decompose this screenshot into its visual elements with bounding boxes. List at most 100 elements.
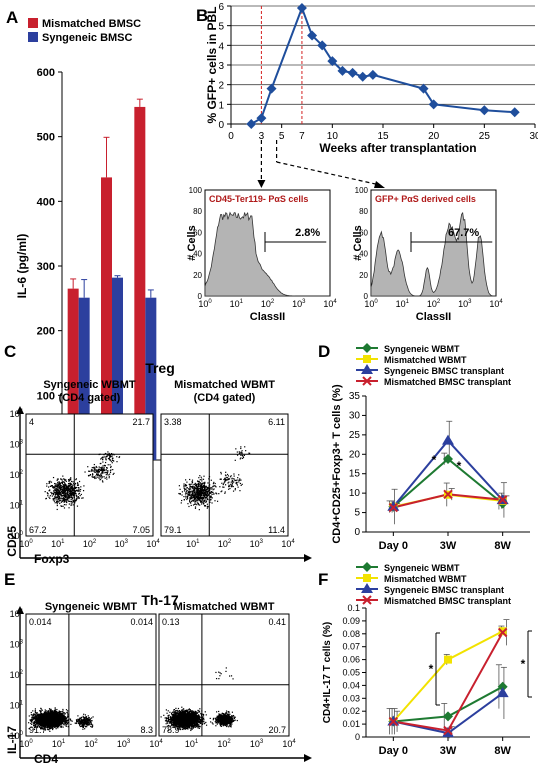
event-dot: [50, 715, 52, 718]
event-dot: [84, 471, 86, 473]
event-dot: [38, 724, 40, 726]
event-dot: [53, 500, 55, 502]
event-dot: [190, 488, 192, 490]
event-dot: [78, 480, 81, 483]
event-dot: [88, 716, 90, 719]
event-dot: [202, 500, 205, 502]
event-dot: [89, 722, 91, 724]
event-dot: [52, 490, 55, 492]
event-dot: [42, 721, 44, 723]
event-dot: [68, 507, 70, 509]
event-dot: [55, 717, 57, 719]
event-dot: [53, 499, 55, 501]
event-dot: [201, 478, 203, 480]
plot-label: Mismatched WBMT: [174, 379, 275, 391]
event-dot: [71, 489, 74, 491]
event-dot: [241, 450, 243, 452]
event-dot: [225, 479, 227, 481]
event-dot: [243, 454, 246, 456]
event-dot: [57, 725, 60, 727]
event-dot: [42, 717, 44, 720]
event-dot: [60, 491, 62, 494]
y-tick-label: 20: [349, 449, 361, 460]
event-dot: [240, 446, 242, 448]
event-dot: [202, 486, 204, 488]
event-dot: [66, 716, 68, 719]
event-dot: [235, 481, 238, 484]
event-dot: [60, 498, 62, 500]
event-dot: [78, 719, 81, 721]
event-dot: [198, 483, 200, 485]
event-dot: [55, 725, 57, 727]
event-dot: [193, 497, 195, 500]
event-dot: [241, 454, 244, 457]
event-dot: [57, 501, 59, 503]
event-dot: [99, 473, 102, 475]
event-dot: [188, 493, 190, 495]
event-dot: [70, 720, 72, 722]
event-dot: [47, 720, 49, 722]
event-dot: [222, 483, 224, 486]
event-dot: [63, 486, 65, 489]
event-dot: [82, 726, 84, 728]
event-dot: [47, 712, 49, 714]
event-dot: [101, 473, 103, 475]
event-dot: [186, 496, 189, 498]
event-dot: [181, 491, 184, 493]
y-tick-label: 40: [359, 250, 368, 259]
event-dot: [57, 727, 59, 729]
event-dot: [65, 500, 67, 502]
event-dot: [76, 482, 79, 484]
event-dot: [101, 469, 103, 471]
event-dot: [72, 504, 74, 506]
event-dot: [77, 722, 79, 724]
event-dot: [34, 725, 37, 727]
event-dot: [42, 725, 45, 727]
event-dot: [80, 722, 82, 724]
event-dot: [40, 725, 42, 727]
event-dot: [42, 720, 44, 722]
event-dot: [63, 497, 65, 499]
event-dot: [42, 724, 44, 726]
event-dot: [34, 713, 36, 715]
event-dot: [59, 719, 61, 721]
event-dot: [56, 721, 58, 723]
event-dot: [52, 724, 54, 726]
x-tick-label: 15: [377, 131, 389, 142]
event-dot: [209, 495, 212, 497]
event-dot: [194, 498, 196, 500]
event-dot: [84, 720, 86, 722]
event-dot: [38, 725, 40, 728]
event-dot: [75, 479, 77, 481]
event-dot: [194, 490, 196, 492]
event-dot: [59, 496, 61, 498]
x-tick-label: 8W: [494, 540, 511, 552]
event-dot: [98, 466, 100, 468]
event-dot: [177, 717, 179, 719]
event-dot: [224, 480, 226, 482]
event-dot: [55, 491, 57, 493]
event-dot: [191, 486, 194, 488]
event-dot: [197, 486, 199, 488]
event-dot: [67, 719, 69, 721]
event-dot: [48, 715, 50, 717]
quadrant-value: 4: [29, 417, 34, 427]
event-dot: [113, 454, 115, 456]
event-dot: [71, 502, 73, 504]
event-dot: [55, 483, 57, 485]
event-dot: [213, 488, 215, 490]
event-dot: [191, 479, 194, 481]
event-dot: [41, 709, 43, 711]
event-dot: [185, 490, 188, 492]
event-dot: [65, 501, 68, 503]
event-dot: [69, 489, 71, 491]
event-dot: [112, 473, 114, 476]
event-dot: [211, 491, 214, 493]
event-dot: [185, 495, 187, 497]
event-dot: [77, 483, 79, 485]
event-dot: [47, 719, 49, 721]
event-dot: [49, 728, 51, 730]
event-dot: [78, 721, 81, 723]
event-dot: [75, 498, 78, 500]
event-dot: [49, 709, 51, 711]
